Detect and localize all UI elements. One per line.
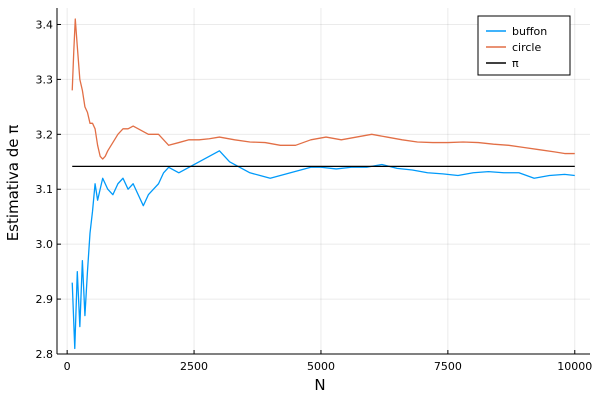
legend-entry: buffon: [512, 25, 547, 38]
x-tick-label: 10000: [557, 360, 592, 373]
series-line-1: [71, 18, 575, 160]
y-tick-label: 3.4: [36, 18, 54, 31]
x-axis-title: N: [314, 376, 325, 394]
y-tick-label: 2.8: [36, 348, 54, 361]
axes: [56, 8, 590, 355]
legend-entry: π: [512, 57, 519, 70]
ticks: 0 2500 5000 7500 10000 2.8 2.9 3.0 3.1 3.2 3.3 3.4: [36, 18, 593, 373]
x-tick-label: 0: [64, 360, 71, 373]
legend: buffon circle π: [477, 15, 571, 76]
y-tick-label: 3.1: [36, 183, 54, 196]
y-tick-label: 2.9: [36, 293, 54, 306]
series-line-0: [71, 150, 575, 350]
series-layer: [71, 18, 575, 350]
y-tick-label: 3.0: [36, 238, 54, 251]
legend-entry: circle: [512, 41, 541, 54]
x-tick-label: 5000: [307, 360, 335, 373]
y-tick-label: 3.2: [36, 128, 54, 141]
x-tick-label: 7500: [434, 360, 462, 373]
x-tick-label: 2500: [180, 360, 208, 373]
legend-box: [477, 15, 571, 76]
y-axis-title: Estimativa de π: [4, 125, 22, 242]
y-tick-label: 3.3: [36, 73, 54, 86]
